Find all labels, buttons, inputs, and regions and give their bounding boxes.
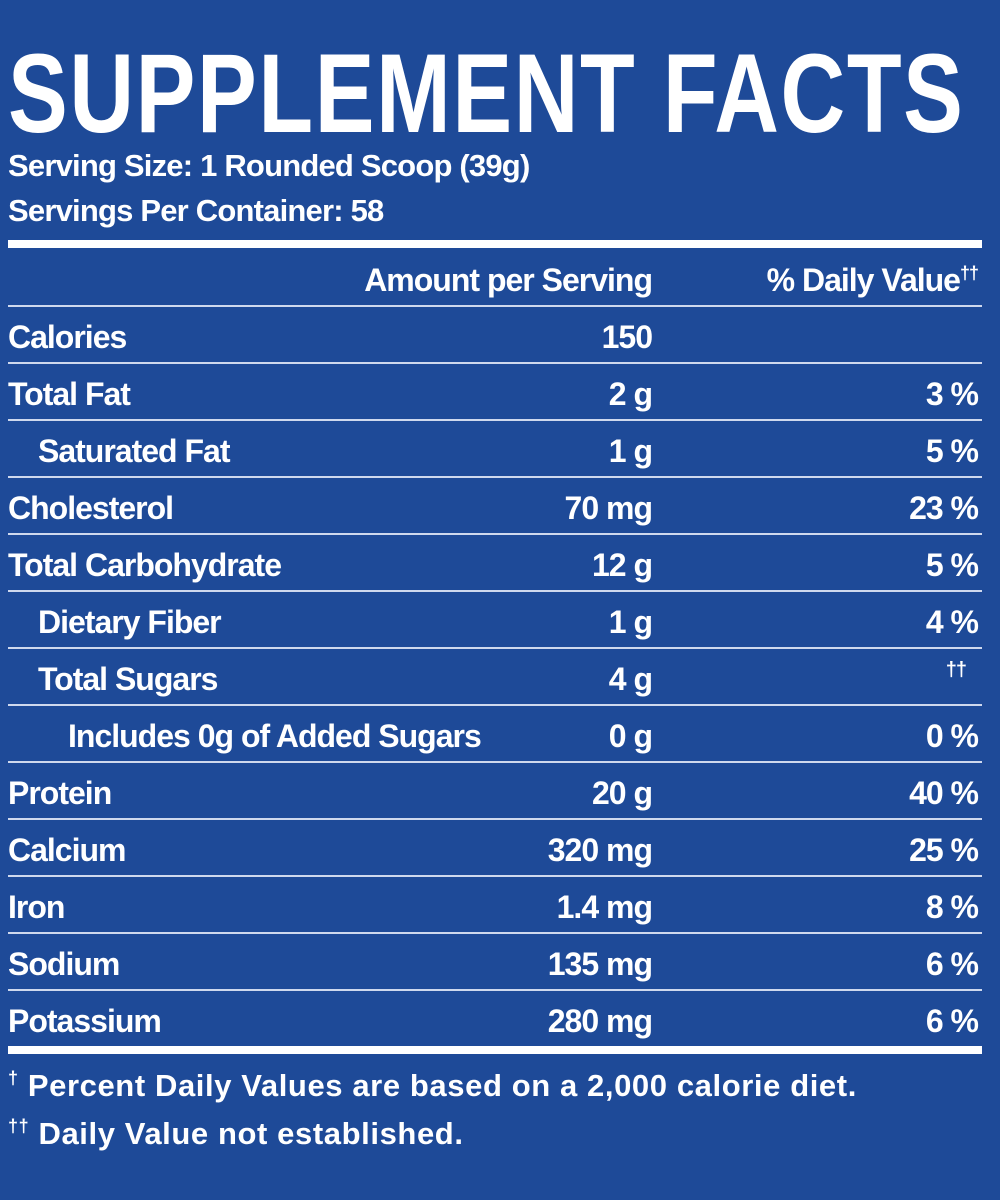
amount: 4 g	[608, 661, 653, 697]
nutrient: Total Carbohydrate	[8, 547, 282, 583]
daily-value: ††	[945, 659, 967, 681]
nutrient: Potassium	[8, 1003, 162, 1039]
nutrient: Cholesterol	[8, 490, 174, 526]
row: Protein 20 g 40 %	[8, 763, 982, 820]
row: Saturated Fat 1 g 5 %	[8, 421, 982, 478]
nutrient: Total Fat	[8, 376, 131, 412]
row: Total Sugars 4 g ††	[8, 649, 982, 706]
row: Dietary Fiber 1 g 4 %	[8, 592, 982, 649]
nutrient: Sodium	[8, 946, 120, 982]
row: Sodium 135 mg 6 %	[8, 934, 982, 991]
footnote: †† Daily Value not established.	[8, 1116, 464, 1152]
row: Calories 150	[8, 307, 982, 364]
amount: 70 mg	[564, 490, 653, 526]
amount: 0 g	[608, 718, 653, 754]
header-amount: Amount per Serving	[364, 262, 653, 298]
footnote-mark: ††	[8, 1116, 30, 1136]
serving-size: Serving Size: 1 Rounded Scoop (39g)	[8, 148, 530, 183]
footnote-text: Daily Value not established.	[38, 1116, 464, 1151]
daily-value: 3 %	[925, 376, 979, 412]
row: Potassium 280 mg 6 %	[8, 991, 982, 1046]
amount: 1 g	[608, 433, 653, 469]
amount: 150	[601, 319, 653, 355]
amount: 20 g	[591, 775, 653, 811]
divider-thick	[8, 1046, 982, 1054]
facts-table: Amount per Serving % Daily Value†† Calor…	[8, 250, 982, 1046]
daily-value: 25 %	[909, 832, 979, 868]
servings-per-container: Servings Per Container: 58	[8, 193, 384, 228]
row: Cholesterol 70 mg 23 %	[8, 478, 982, 535]
row: Calcium 320 mg 25 %	[8, 820, 982, 877]
daily-value: 0 %	[925, 718, 979, 754]
header-daily-value-text: % Daily Value	[766, 262, 961, 298]
nutrient: Iron	[8, 889, 65, 925]
daily-value: 8 %	[925, 889, 979, 925]
row: Includes 0g of Added Sugars 0 g 0 %	[8, 706, 982, 763]
daily-value: 6 %	[925, 1003, 979, 1039]
daily-value: 4 %	[925, 604, 979, 640]
amount: 1 g	[608, 604, 653, 640]
footnote-mark: †	[8, 1068, 19, 1088]
header-row: Amount per Serving % Daily Value††	[8, 250, 982, 307]
nutrient: Protein	[8, 775, 112, 811]
nutrient: Calcium	[8, 832, 126, 868]
row: Total Fat 2 g 3 %	[8, 364, 982, 421]
footnote-text: Percent Daily Values are based on a 2,00…	[27, 1068, 857, 1103]
daily-value: 5 %	[925, 547, 979, 583]
footnote: † Percent Daily Values are based on a 2,…	[8, 1068, 857, 1104]
nutrient: Includes 0g of Added Sugars	[68, 718, 482, 754]
daily-value: 40 %	[909, 775, 979, 811]
nutrient: Dietary Fiber	[38, 604, 222, 640]
amount: 320 mg	[547, 832, 653, 868]
row: Total Carbohydrate 12 g 5 %	[8, 535, 982, 592]
daily-value: 23 %	[909, 490, 979, 526]
nutrient: Saturated Fat	[38, 433, 230, 469]
title: SUPPLEMENT FACTS	[8, 31, 965, 156]
header-daily-value: % Daily Value††	[766, 262, 979, 299]
row: Iron 1.4 mg 8 %	[8, 877, 982, 934]
divider-thick	[8, 240, 982, 248]
amount: 280 mg	[547, 1003, 653, 1039]
nutrient: Total Sugars	[38, 661, 218, 697]
amount: 12 g	[591, 547, 653, 583]
amount: 2 g	[608, 376, 653, 412]
daily-value: 5 %	[925, 433, 979, 469]
amount: 1.4 mg	[556, 889, 653, 925]
header-mark: ††	[959, 263, 979, 283]
amount: 135 mg	[547, 946, 653, 982]
daily-value: 6 %	[925, 946, 979, 982]
nutrient: Calories	[8, 319, 127, 355]
